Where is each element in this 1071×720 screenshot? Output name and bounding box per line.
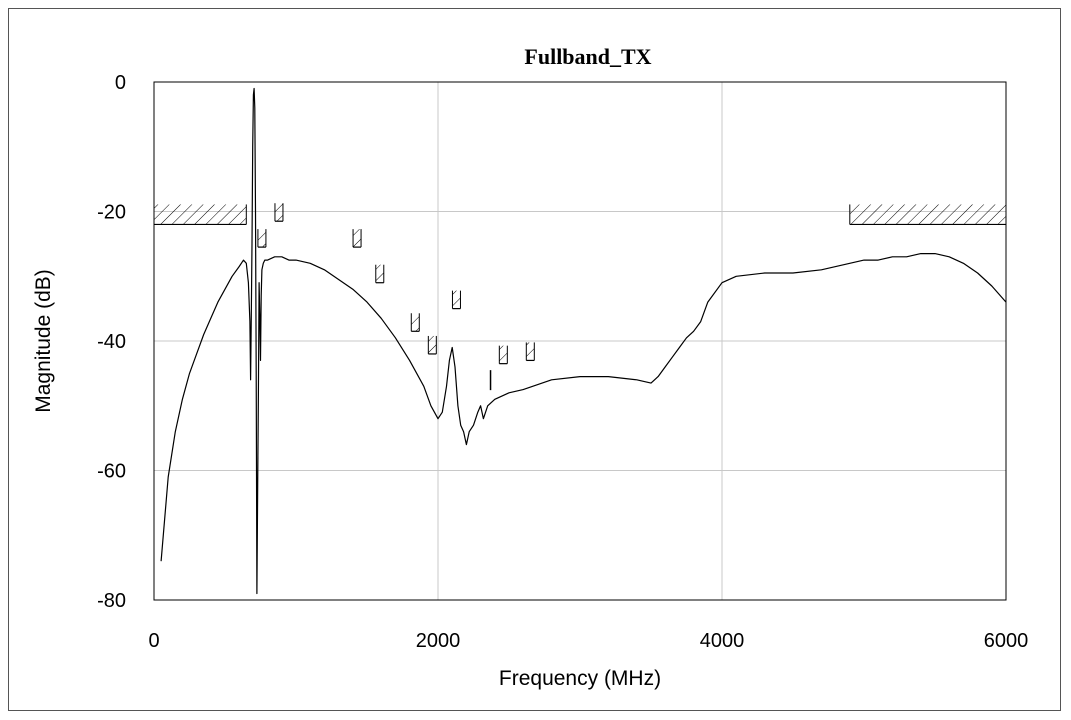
mask-marker-hatch — [452, 290, 461, 309]
mask-marker — [257, 229, 267, 248]
mask-marker-hatch — [353, 229, 362, 248]
grid-lines — [154, 82, 1006, 600]
x-tick-label: 0 — [148, 630, 159, 652]
x-tick-label: 2000 — [416, 630, 461, 652]
x-tick-labels: 0 2000 4000 6000 — [148, 630, 1028, 652]
mask-marker — [410, 313, 420, 332]
plot-area — [153, 81, 1007, 601]
mask-band-hatch — [849, 204, 1006, 225]
mask-layer — [153, 203, 1007, 391]
y-tick-label: -80 — [97, 590, 126, 612]
mask-marker — [451, 290, 461, 310]
mask-band — [849, 204, 1007, 226]
mask-marker-hatch — [526, 342, 535, 361]
y-tick-label: -40 — [97, 331, 126, 353]
mask-marker-hatch — [274, 203, 283, 222]
y-tick-label: 0 — [115, 72, 126, 94]
mask-marker — [525, 342, 535, 362]
series-line — [160, 87, 1007, 595]
mask-marker-hatch — [428, 335, 437, 354]
chart-title: Fullband_TX — [524, 44, 651, 69]
x-tick-label: 6000 — [984, 630, 1029, 652]
mask-marker — [498, 345, 508, 365]
y-axis-label: Magnitude (dB) — [32, 269, 55, 413]
mask-marker-hatch — [257, 229, 266, 248]
mask-marker — [375, 264, 385, 284]
mask-marker-hatch — [375, 264, 384, 283]
mask-marker — [274, 203, 284, 222]
series-layer — [160, 87, 1007, 595]
mask-marker-hatch — [499, 345, 508, 364]
mask-band-hatch — [154, 204, 247, 225]
mask-marker-hatch — [411, 313, 420, 332]
y-tick-labels: 0 -20 -40 -60 -80 — [97, 72, 126, 612]
x-axis-label: Frequency (MHz) — [499, 667, 661, 690]
x-tick-label: 4000 — [700, 630, 745, 652]
mask-band — [153, 204, 247, 226]
mask-marker — [352, 229, 362, 248]
y-tick-label: -20 — [97, 202, 126, 224]
mask-marker — [427, 335, 437, 355]
y-tick-label: -60 — [97, 461, 126, 483]
